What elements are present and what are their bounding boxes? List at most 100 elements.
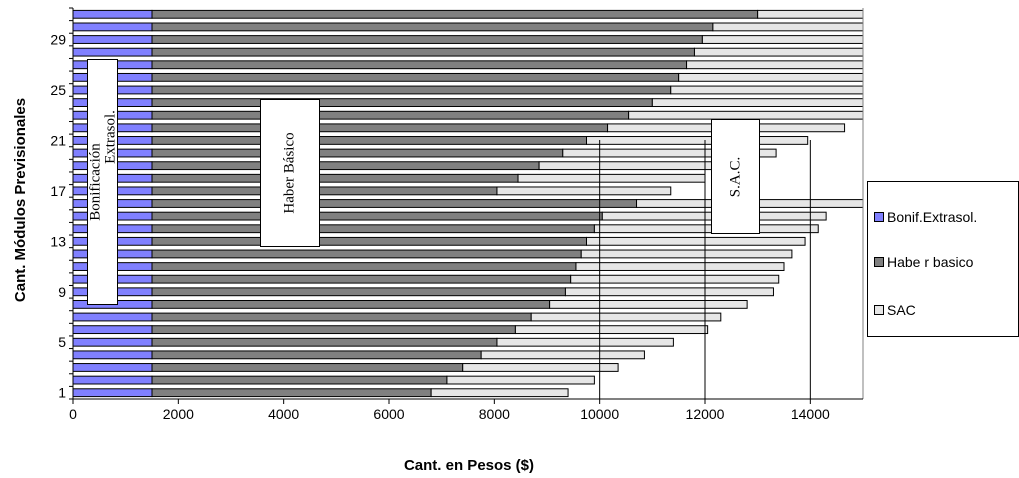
legend: Bonif.Extrasol. Habe r basico SAC: [867, 181, 1019, 337]
bar-s2-22: [151, 123, 609, 133]
bar-s2-10: [151, 274, 572, 284]
bar-s3-2: [446, 375, 595, 385]
bar-s3-5: [496, 337, 674, 347]
legend-item-sac: SAC: [874, 302, 916, 318]
bar-s2-27: [151, 60, 688, 70]
bar-s2-24: [151, 98, 653, 108]
bar-s3-26: [678, 72, 864, 82]
bar-s2-19: [151, 161, 540, 171]
legend-label-haber: Habe r basico: [887, 254, 974, 270]
y-tick-label: 29: [50, 32, 66, 48]
bar-s3-25: [670, 85, 864, 95]
legend-swatch-haber: [874, 257, 884, 267]
bar-s3-8: [549, 299, 748, 309]
label-haber-basico-text: Haber Básico: [281, 132, 298, 214]
label-sac-text: S.A.C.: [727, 156, 743, 197]
x-tick-label: 4000: [268, 406, 299, 422]
y-tick-label: 25: [50, 82, 66, 98]
legend-swatch-bonif: [874, 212, 884, 222]
bar-s3-12: [580, 249, 793, 259]
bar-s2-9: [151, 287, 566, 297]
bar-s3-7: [530, 312, 722, 322]
bar-s2-6: [151, 325, 516, 335]
bar-s3-10: [570, 274, 780, 284]
bar-s2-5: [151, 337, 498, 347]
bar-s2-30: [151, 22, 714, 32]
y-tick-label: 1: [58, 385, 66, 401]
bar-s2-16: [151, 199, 638, 208]
bar-s1-2: [72, 375, 153, 385]
x-tick-labels: 0 2000 4000 6000 8000 10000 12000 14000: [69, 406, 830, 422]
legend-label-sac: SAC: [887, 302, 916, 318]
y-axis-title: Cant. Módulos Previsionales: [12, 98, 29, 302]
bar-s2-28: [151, 47, 695, 57]
legend-swatch-sac: [874, 305, 884, 315]
bar-s3-9: [564, 287, 774, 297]
bar-s1-5: [72, 337, 153, 347]
y-tick-label: 13: [50, 233, 66, 249]
legend-item-bonif: Bonif.Extrasol.: [874, 209, 977, 225]
x-tick-label: 0: [69, 406, 77, 422]
bar-s3-17: [496, 186, 672, 196]
x-tick-label: 10000: [580, 406, 619, 422]
label-extrasol-text: Extrasol.: [102, 110, 118, 164]
bar-s3-13: [586, 236, 806, 246]
bar-s3-21: [586, 136, 809, 145]
y-tick-label: 21: [50, 132, 66, 148]
bar-s3-3: [462, 363, 619, 372]
bar-s2-25: [151, 85, 672, 95]
bar-s3-18: [517, 173, 706, 183]
x-tick-label: 8000: [479, 406, 510, 422]
bar-s2-17: [151, 186, 498, 196]
bar-s2-13: [151, 236, 587, 246]
bar-s1-30: [72, 22, 153, 32]
bar-s3-4: [480, 350, 645, 360]
bar-s2-3: [151, 363, 464, 372]
bar-s2-15: [151, 211, 603, 221]
y-tick-label: 17: [50, 183, 66, 199]
x-tick-label: 12000: [686, 406, 725, 422]
bar-s1-7: [72, 312, 153, 322]
label-sac: S.A.C.: [711, 119, 760, 234]
bar-s2-2: [151, 375, 448, 385]
bar-s2-4: [151, 350, 482, 360]
bar-s2-29: [151, 35, 703, 44]
bar-s3-6: [514, 325, 709, 335]
axes: [69, 7, 864, 404]
y-tick-label: 5: [58, 334, 66, 350]
bar-s1-1: [72, 388, 153, 398]
bar-s2-26: [151, 72, 680, 82]
legend-label-bonif: Bonif.Extrasol.: [887, 209, 978, 225]
bar-s3-31: [757, 9, 864, 19]
bar-s1-28: [72, 47, 153, 57]
bar-s2-7: [151, 312, 532, 322]
bar-s3-30: [712, 22, 864, 32]
bar-s3-1: [430, 388, 569, 398]
y-tick-label: 9: [58, 284, 66, 300]
bar-s2-1: [151, 388, 432, 398]
bar-s1-29: [72, 35, 153, 44]
reference-lines: [599, 140, 811, 399]
bar-s2-23: [151, 110, 630, 120]
x-tick-label: 14000: [791, 406, 830, 422]
bar-s2-18: [151, 173, 519, 183]
bar-s3-20: [562, 148, 777, 158]
y-tick-labels: 1 5 9 13 17 21 25 29: [50, 32, 66, 401]
bar-s1-3: [72, 363, 153, 372]
legend-item-haber: Habe r basico: [874, 254, 973, 270]
bar-s2-20: [151, 148, 564, 158]
label-haber-basico: Haber Básico: [260, 99, 320, 247]
x-axis-title: Cant. en Pesos ($): [404, 457, 534, 474]
bar-s1-4: [72, 350, 153, 360]
bar-s2-31: [151, 9, 759, 19]
x-tick-label: 2000: [163, 406, 194, 422]
x-tick-label: 6000: [373, 406, 404, 422]
bar-s3-11: [575, 262, 785, 271]
bar-s1-6: [72, 325, 153, 335]
bar-s2-21: [151, 136, 587, 145]
bar-s2-11: [151, 262, 577, 271]
bar-s3-27: [686, 60, 864, 70]
bar-s3-14: [593, 224, 819, 234]
bar-s2-8: [151, 299, 551, 309]
bar-s3-29: [701, 35, 864, 44]
